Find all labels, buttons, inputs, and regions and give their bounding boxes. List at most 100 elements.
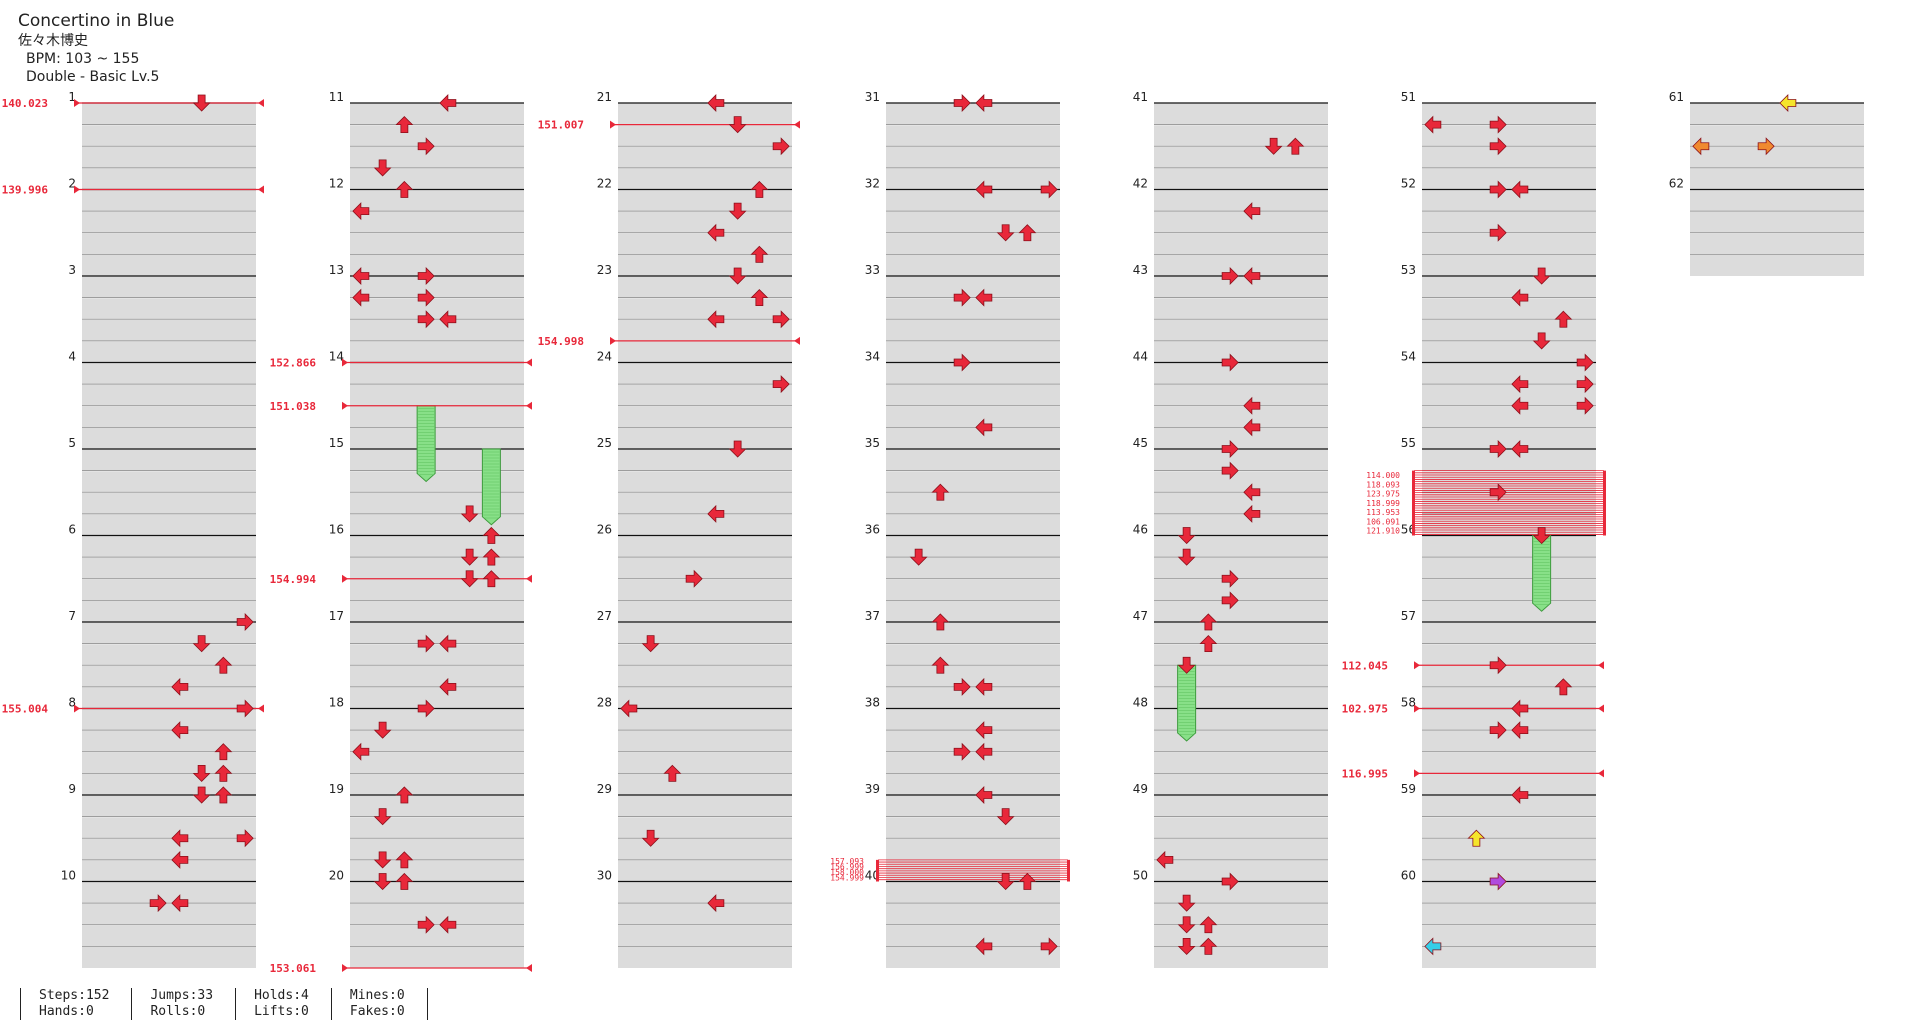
beat-band [82,882,256,904]
beat-band [1422,838,1596,860]
measure-number: 8 [68,696,76,710]
song-header: Concertino in Blue 佐々木博史 BPM: 103 ~ 155 … [18,10,174,86]
beat-band [1422,319,1596,341]
beat-band [1154,233,1328,255]
beat-band [1154,557,1328,579]
beat-band [82,384,256,406]
beat-band [1154,774,1328,795]
beat-band [350,146,524,168]
bpm-label: 112.045 [1342,659,1388,672]
beat-band [618,211,792,233]
beat-band [886,211,1060,233]
beat-band [350,276,524,298]
beat-band [886,492,1060,514]
beat-band [82,579,256,601]
beat-band [82,298,256,320]
measure-number: 10 [61,869,76,883]
beat-band [886,125,1060,147]
beat-band [82,860,256,882]
beat-band [350,471,524,493]
bpm-marker-right [526,358,532,367]
stop-edge-right [1603,470,1606,536]
beat-band [82,795,256,817]
beat-band [1154,925,1328,947]
beat-band [618,276,792,298]
beat-band [1154,579,1328,601]
beat-band [886,536,1060,558]
song-title: Concertino in Blue [18,11,175,31]
beat-band [350,103,524,125]
beat-band [82,838,256,860]
measure-number: 53 [1401,263,1416,277]
beat-band [1154,190,1328,212]
bpm-label: 151.007 [538,119,584,132]
beat-band [82,449,256,471]
beat-band [1422,709,1596,731]
beat-band [1422,146,1596,168]
measure-number: 39 [865,782,880,796]
measure-number: 26 [597,523,612,537]
hold-bar [481,448,501,526]
beat-band [82,168,256,190]
measure-number: 16 [329,523,344,537]
beat-band [82,644,256,666]
measure-number: 34 [865,350,880,364]
beat-band [82,903,256,925]
measure-number: 29 [597,782,612,796]
beat-band [1422,882,1596,904]
measure-number: 11 [329,90,344,104]
beat-band [350,925,524,947]
measure-number: 60 [1401,869,1416,883]
stop-label: 118.999 [1366,499,1400,508]
measure-number: 19 [329,782,344,796]
beat-band [82,255,256,276]
beat-band [350,665,524,687]
bpm-label: 102.975 [1342,703,1388,716]
beat-band [886,795,1060,817]
beat-band [1422,860,1596,882]
beat-band [1690,190,1864,212]
measure-number: 28 [597,696,612,710]
beat-band [350,384,524,406]
beat-band [1422,168,1596,190]
beat-band [1422,190,1596,212]
beat-band [1154,125,1328,147]
beat-band [1154,947,1328,968]
beat-band [350,730,524,752]
measure-number: 6 [68,523,76,537]
beat-band [618,687,792,709]
beat-band [1154,795,1328,817]
beat-band [1422,449,1596,471]
measure-number: 58 [1401,696,1416,710]
beat-band [1422,687,1596,709]
bpm-marker-left [74,704,80,713]
beat-band [618,709,792,731]
measure-number: 13 [329,263,344,277]
beat-band [350,860,524,882]
measure-number: 51 [1401,90,1416,104]
beat-band [886,190,1060,212]
beat-band [1154,860,1328,882]
beat-band [1422,925,1596,947]
beat-band [1154,211,1328,233]
stat-lifts: Lifts:0 [254,1004,309,1019]
beat-band [886,146,1060,168]
beat-band [1422,341,1596,363]
beat-band [1422,795,1596,817]
beat-band [1154,601,1328,622]
bpm-label: 139.996 [2,184,49,197]
stat-mines: Mines:0 [349,988,405,1003]
bpm-marker-right [1598,661,1604,670]
beat-band [618,752,792,774]
beat-band [82,428,256,449]
bpm-marker-left [342,964,348,972]
bpm-range: BPM: 103 ~ 155 [26,51,140,67]
bpm-marker-right [794,120,800,129]
beat-band [1422,125,1596,147]
measure-number: 46 [1133,523,1148,537]
beat-band [350,838,524,860]
bpm-marker-right [1598,704,1604,713]
beat-band [1422,730,1596,752]
beat-band [886,882,1060,904]
measure-number: 3 [68,263,76,277]
